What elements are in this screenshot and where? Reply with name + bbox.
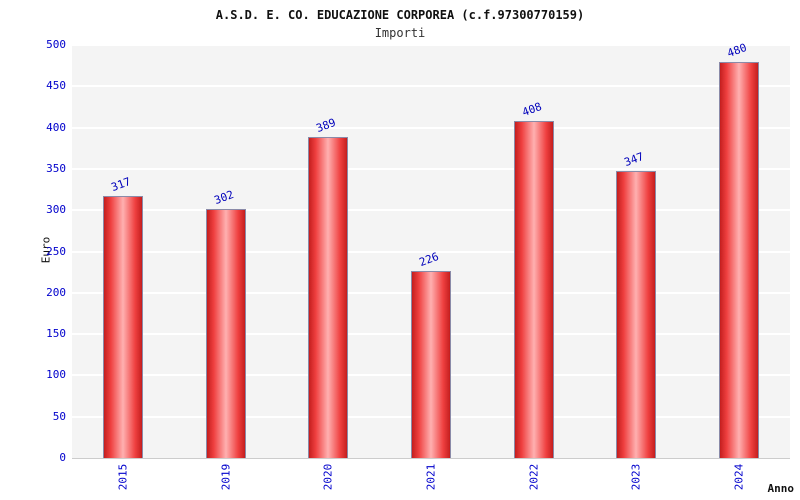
bar bbox=[205, 208, 246, 458]
y-tick-label: 100 bbox=[46, 368, 66, 382]
x-tick-label: 2021 bbox=[424, 463, 438, 491]
bar-value-label: 389 bbox=[314, 115, 338, 135]
y-tick-label: 50 bbox=[52, 409, 66, 423]
bar-value-label: 347 bbox=[622, 150, 646, 170]
y-tick-label: 450 bbox=[46, 79, 66, 93]
bar bbox=[718, 61, 759, 458]
y-tick-label: 250 bbox=[46, 244, 66, 258]
bar bbox=[103, 196, 144, 458]
y-tick-label: 200 bbox=[46, 285, 66, 299]
y-tick-label: 500 bbox=[46, 38, 66, 51]
x-tick-label: 2024 bbox=[732, 463, 746, 491]
x-tick-label: 2015 bbox=[116, 463, 130, 491]
y-gridline bbox=[72, 250, 790, 253]
chart-subtitle: Importi bbox=[374, 26, 426, 40]
y-tick-label: 150 bbox=[46, 327, 66, 341]
y-gridline bbox=[72, 85, 790, 88]
bar-value-label: 408 bbox=[520, 99, 544, 119]
y-gridline bbox=[72, 126, 790, 129]
y-tick-label: 0 bbox=[59, 451, 66, 464]
plot-area: 317 302 389 226 408 347 480 bbox=[72, 41, 790, 459]
x-tick-label: 2020 bbox=[321, 463, 335, 491]
y-gridline bbox=[72, 167, 790, 170]
x-axis-title: Anno bbox=[767, 482, 795, 495]
x-tick-label: 2023 bbox=[629, 463, 643, 491]
bar bbox=[411, 271, 451, 458]
y-tick-label: 400 bbox=[46, 120, 66, 134]
bar-value-label: 302 bbox=[212, 187, 236, 207]
bar bbox=[616, 171, 657, 458]
bar bbox=[513, 121, 554, 458]
y-gridline bbox=[72, 209, 790, 212]
chart-title: A.S.D. E. CO. EDUCAZIONE CORPOREA (c.f.9… bbox=[215, 8, 585, 22]
y-gridline bbox=[72, 44, 790, 46]
x-tick-label: 2022 bbox=[527, 463, 541, 491]
y-tick-label: 350 bbox=[46, 161, 66, 175]
bar-value-label: 226 bbox=[417, 250, 441, 270]
bar-value-label: 317 bbox=[109, 175, 133, 195]
bar bbox=[308, 136, 349, 458]
x-tick-label: 2019 bbox=[219, 463, 233, 491]
y-tick-label: 300 bbox=[46, 203, 66, 217]
